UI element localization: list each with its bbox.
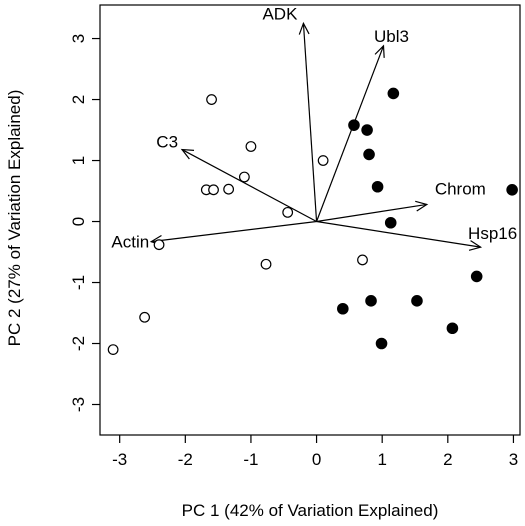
plot-frame bbox=[99, 4, 521, 436]
loading-arrow-actin: Actin bbox=[111, 220, 317, 252]
open-point bbox=[238, 171, 250, 183]
loading-arrow-adk: ADK bbox=[262, 4, 318, 222]
x-tick-label: 2 bbox=[443, 450, 452, 469]
filled-point bbox=[348, 119, 360, 131]
arrow-head bbox=[180, 148, 195, 160]
open-point bbox=[107, 344, 119, 356]
filled-point bbox=[361, 124, 373, 136]
filled-point bbox=[384, 216, 397, 229]
y-tick-label: -2 bbox=[69, 336, 88, 351]
y-tick-label: 2 bbox=[69, 95, 88, 104]
open-point bbox=[245, 141, 257, 152]
arrow-label: Hsp16 bbox=[468, 224, 517, 243]
open-point bbox=[208, 184, 219, 196]
arrow-label: Chrom bbox=[435, 179, 486, 198]
arrow-label: Actin bbox=[111, 233, 149, 252]
arrow-shaft bbox=[151, 220, 317, 243]
y-tick-label: 3 bbox=[69, 34, 88, 43]
open-point bbox=[139, 311, 151, 323]
loading-arrow-hsp16: Hsp16 bbox=[316, 220, 517, 251]
x-tick-label: 0 bbox=[312, 450, 321, 469]
filled-point bbox=[506, 184, 518, 196]
filled-point bbox=[375, 337, 388, 350]
x-axis-title: PC 1 (42% of Variation Explained) bbox=[182, 501, 439, 520]
arrow-head bbox=[374, 44, 385, 58]
loading-arrow-ubl3: Ubl3 bbox=[316, 27, 409, 222]
filled-point bbox=[446, 322, 459, 335]
open-point bbox=[153, 239, 165, 251]
y-tick-label: 1 bbox=[69, 156, 88, 165]
x-axis: -3 -2 -1 0 1 2 3 bbox=[112, 435, 518, 469]
arrow-shaft bbox=[316, 220, 481, 248]
open-point bbox=[282, 206, 294, 218]
plot-frame-layer bbox=[99, 4, 521, 436]
open-point bbox=[206, 94, 217, 105]
y-tick-label: -1 bbox=[69, 275, 88, 290]
x-tick-label: -1 bbox=[243, 450, 258, 469]
filled-point bbox=[365, 295, 377, 307]
x-tick-label: 3 bbox=[509, 450, 518, 469]
filled-point bbox=[411, 295, 423, 307]
x-tick-label: -2 bbox=[178, 450, 193, 469]
open-point bbox=[317, 155, 329, 166]
x-tick-label: 1 bbox=[377, 450, 386, 469]
open-point bbox=[260, 258, 272, 270]
arrow-shaft bbox=[181, 149, 317, 223]
arrow-head bbox=[468, 240, 483, 251]
y-tick-label: 0 bbox=[69, 217, 88, 226]
arrow-head bbox=[298, 21, 310, 35]
y-axis: -3 -2 -1 0 1 2 3 bbox=[69, 34, 100, 412]
arrow-label: ADK bbox=[262, 4, 298, 23]
filled-point bbox=[387, 87, 400, 100]
filled-point bbox=[470, 270, 483, 283]
arrow-label: C3 bbox=[156, 133, 178, 152]
y-axis-title: PC 2 (27% of Variation Explained) bbox=[5, 90, 24, 347]
filled-point bbox=[371, 180, 384, 193]
loading-arrow-c3: C3 bbox=[156, 133, 317, 223]
arrow-shaft bbox=[316, 45, 385, 222]
filled-point bbox=[337, 302, 349, 315]
arrow-shaft bbox=[316, 203, 427, 223]
open-point bbox=[357, 254, 368, 266]
loading-arrows: ADK Ubl3 C3 Chrom Actin Hsp16 bbox=[111, 4, 517, 251]
arrow-shaft bbox=[302, 23, 318, 222]
open-point bbox=[223, 183, 235, 195]
x-tick-label: -3 bbox=[112, 450, 127, 469]
arrow-label: Ubl3 bbox=[374, 27, 409, 46]
loading-arrow-chrom: Chrom bbox=[316, 179, 486, 223]
arrow-head bbox=[415, 200, 429, 212]
y-tick-label: -3 bbox=[69, 397, 88, 412]
filled-point bbox=[363, 148, 375, 161]
score-points bbox=[107, 87, 518, 356]
